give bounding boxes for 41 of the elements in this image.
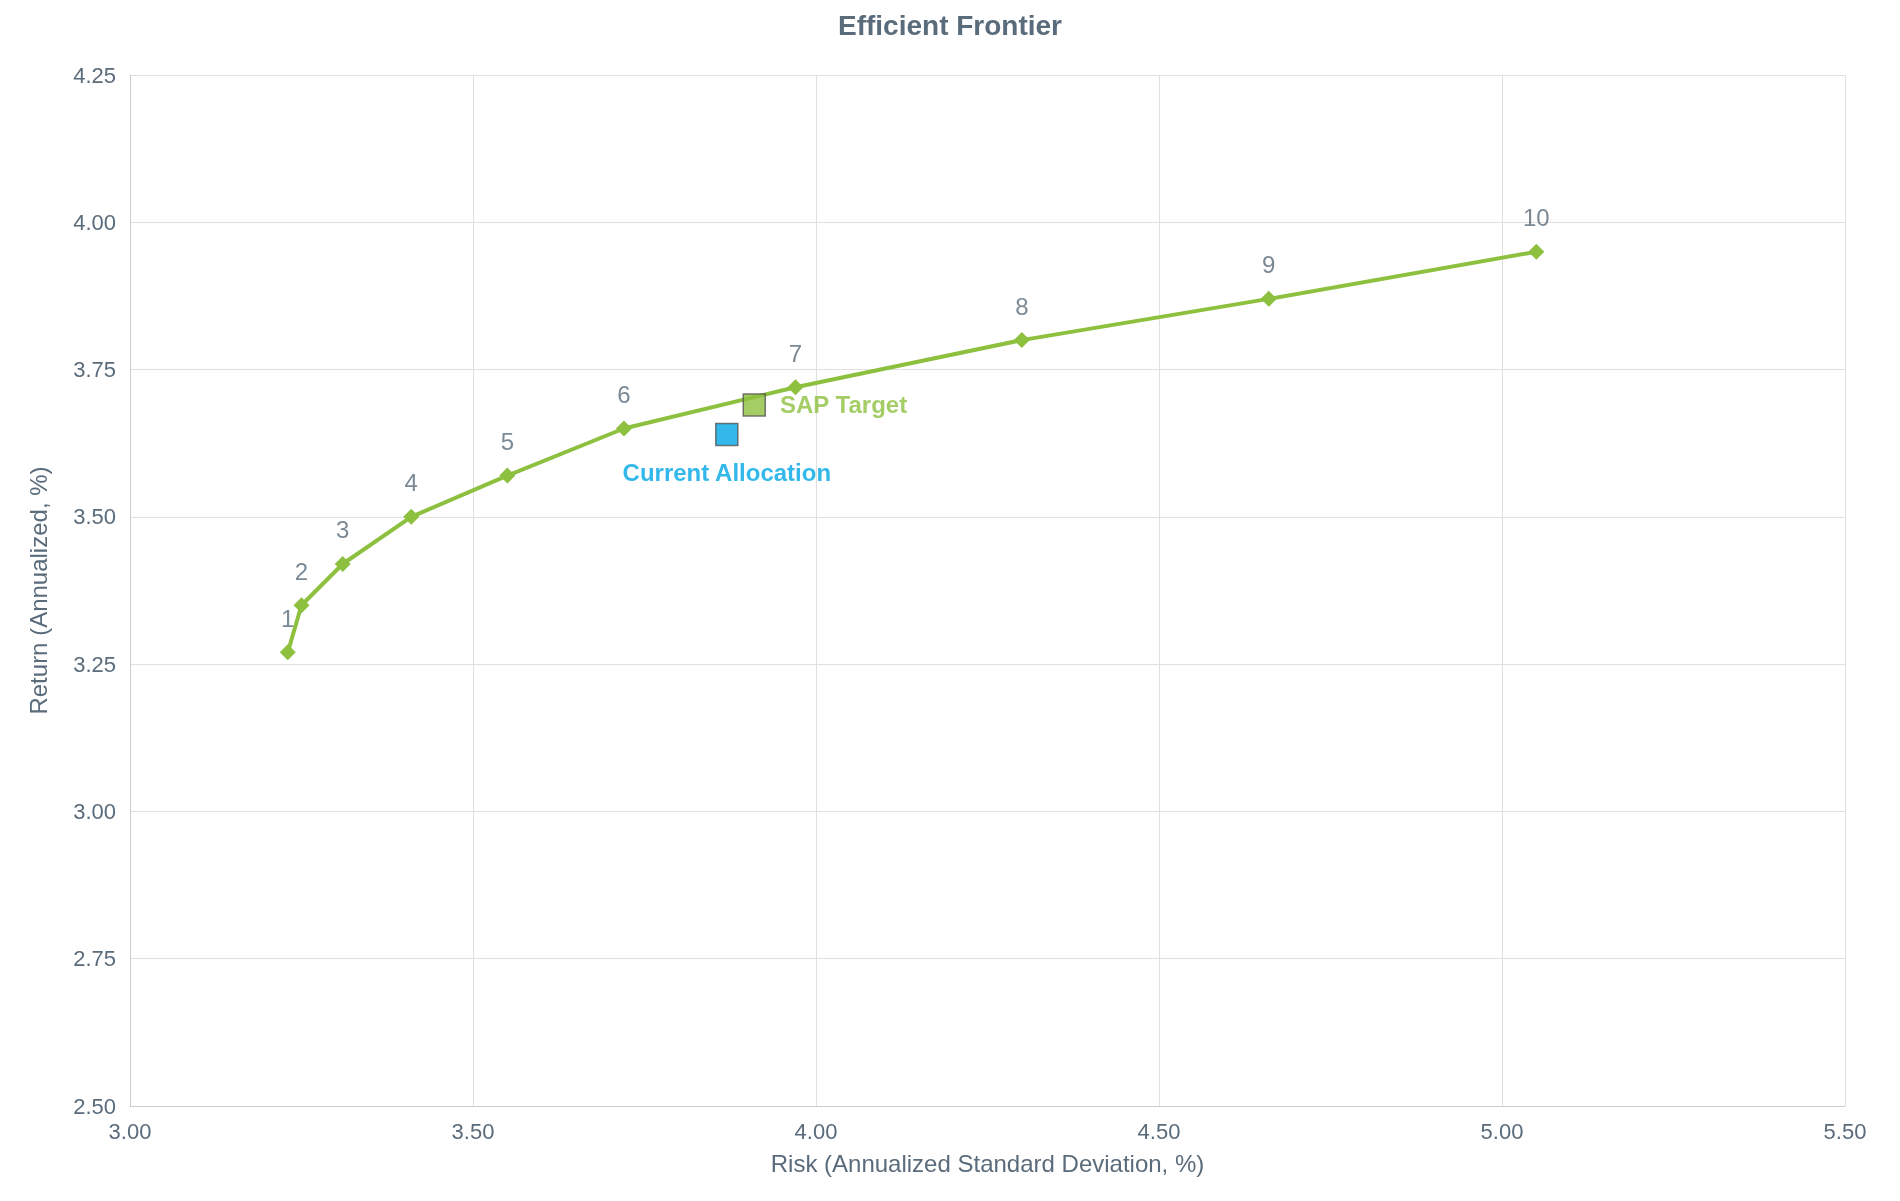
y-tick-label: 3.25 (73, 651, 116, 677)
series-label: SAP Target (780, 391, 908, 419)
annotation: 3 (335, 516, 350, 544)
point (499, 467, 516, 484)
x-tick-label: 3.50 (451, 1118, 495, 1144)
series-label: Current Allocation (622, 458, 832, 486)
annotation: 7 (788, 339, 803, 367)
annotation: 10 (1522, 204, 1550, 232)
point (1260, 290, 1277, 307)
point (403, 508, 420, 525)
point (615, 420, 632, 437)
y-tick-label: 4.25 (73, 62, 116, 88)
y-tick-label: 2.50 (73, 1093, 116, 1119)
point (742, 393, 767, 417)
x-tick-label: 4.50 (1137, 1118, 1181, 1144)
y-axis-title: Return (Annualized, %) (24, 466, 52, 715)
x-axis-title: Risk (Annualized Standard Deviation, %) (770, 1149, 1205, 1177)
y-tick-label: 3.75 (73, 357, 116, 383)
point (1013, 332, 1030, 349)
annotation: 6 (617, 380, 631, 408)
x-tick-label: 5.50 (1823, 1118, 1867, 1144)
x-tick-label: 3.00 (108, 1118, 152, 1144)
y-tick-label: 3.50 (73, 504, 116, 530)
point (1528, 243, 1545, 260)
point (279, 644, 296, 661)
annotation: 2 (294, 557, 309, 585)
annotation: 8 (1015, 292, 1029, 320)
y-tick-label: 3.00 (73, 798, 116, 824)
x-tick-label: 5.00 (1480, 1118, 1524, 1144)
chart-title: Efficient Frontier (837, 9, 1063, 41)
annotation: 9 (1262, 251, 1276, 279)
x-tick-label: 4.00 (794, 1118, 838, 1144)
y-tick-label: 4.00 (73, 209, 116, 235)
y-tick-label: 2.75 (73, 946, 116, 972)
annotation: 1 (281, 604, 295, 632)
point (787, 379, 804, 396)
point (334, 555, 351, 572)
annotation: 5 (500, 428, 514, 456)
annotation: 4 (404, 469, 418, 497)
point (293, 597, 310, 614)
point (715, 422, 739, 447)
